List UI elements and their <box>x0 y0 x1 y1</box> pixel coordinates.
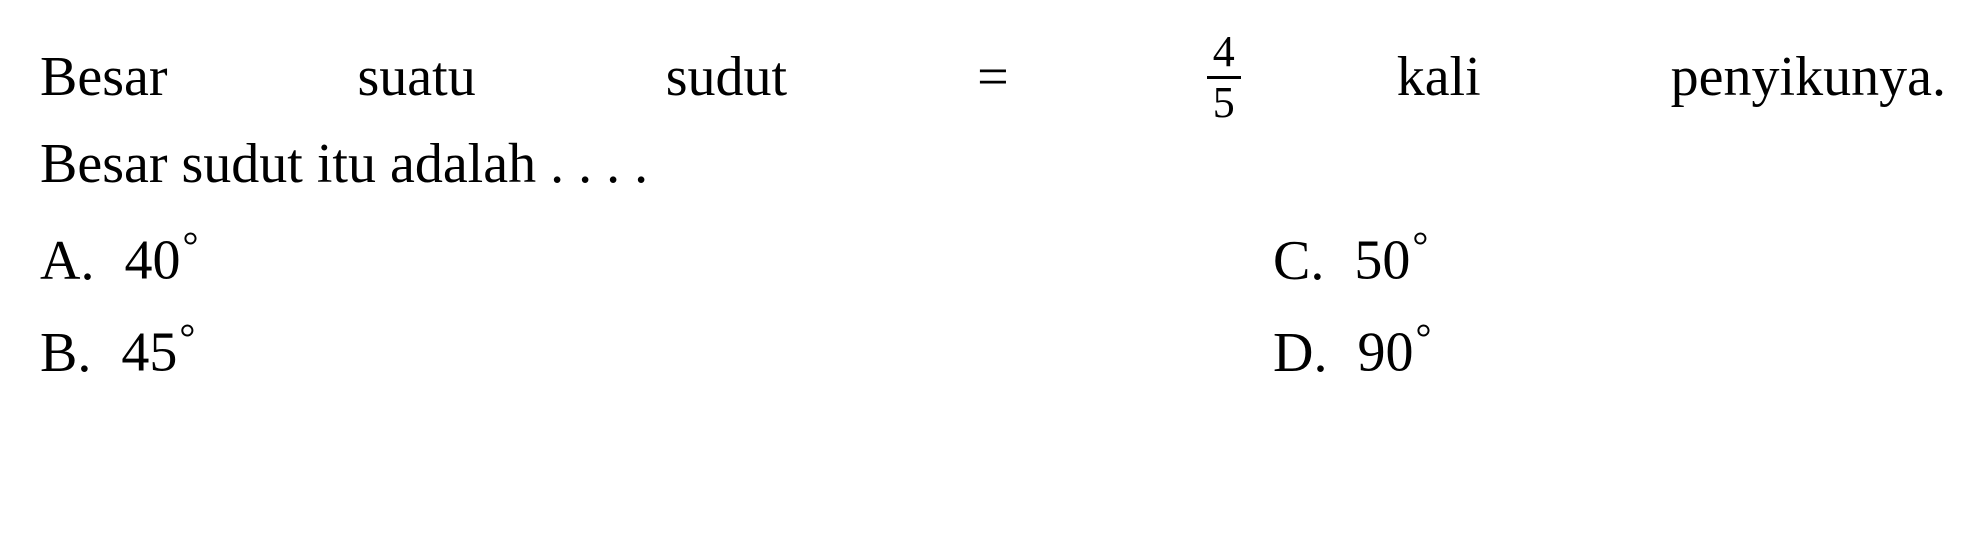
fraction-numerator: 4 <box>1207 30 1241 79</box>
option-value: 45° <box>121 310 195 392</box>
fraction: 4 5 <box>1207 30 1241 125</box>
option-value: 90° <box>1357 310 1431 392</box>
equals-sign: = <box>977 38 1009 116</box>
option-d: D. 90° <box>993 310 1946 392</box>
option-a: A. 40° <box>40 218 993 300</box>
option-letter: D. <box>1273 314 1327 392</box>
option-value: 50° <box>1354 218 1428 300</box>
option-value: 40° <box>124 218 198 300</box>
option-c: C. 50° <box>993 218 1946 300</box>
question-line-1: Besar suatu sudut = 4 5 kali penyikunya. <box>40 30 1946 125</box>
degree-icon: ° <box>1412 223 1428 268</box>
option-letter: B. <box>40 314 91 392</box>
options-container: A. 40° C. 50° B. 45° D. 90° <box>40 218 1946 392</box>
question-word: Besar <box>40 38 168 116</box>
degree-icon: ° <box>182 223 198 268</box>
option-b: B. 45° <box>40 310 993 392</box>
question-container: Besar suatu sudut = 4 5 kali penyikunya.… <box>40 30 1946 392</box>
fraction-denominator: 5 <box>1207 79 1241 125</box>
question-word: penyikunya. <box>1671 38 1946 116</box>
option-letter: C. <box>1273 222 1324 300</box>
option-letter: A. <box>40 222 94 300</box>
question-word: suatu <box>358 38 476 116</box>
question-line-2: Besar sudut itu adalah . . . . <box>40 125 1946 203</box>
degree-icon: ° <box>1415 315 1431 360</box>
question-text: Besar suatu sudut = 4 5 kali penyikunya.… <box>40 30 1946 203</box>
question-word: kali <box>1397 38 1481 116</box>
degree-icon: ° <box>179 315 195 360</box>
question-word: sudut <box>666 38 787 116</box>
